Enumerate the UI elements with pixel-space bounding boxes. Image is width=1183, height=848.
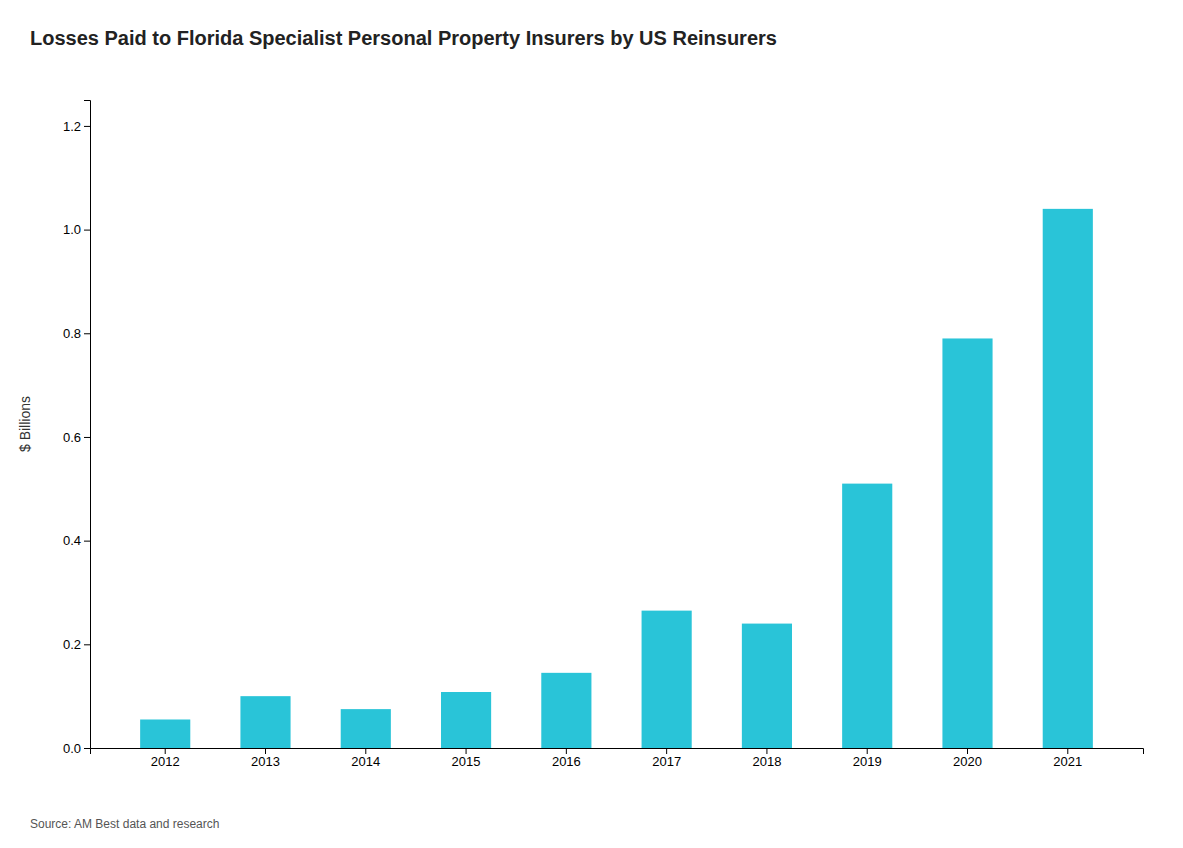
y-tick-label: 1.2 [63,119,81,134]
bar [942,338,992,748]
x-axis: 2012 2013 2014 2015 2016 2017 2018 2019 2020 2021 [91,748,1144,769]
bar [1043,209,1093,748]
bar [541,673,591,748]
title: Losses Paid to Florida Specialist Person… [30,27,777,49]
x-tick: 2015 [452,748,481,769]
x-tick: 2019 [853,748,882,769]
y-axis-title: $ Billions [17,396,33,452]
x-tick: 2017 [652,748,681,769]
y-axis-line [84,101,91,749]
x-tick-label: 2018 [752,754,781,769]
x-tick-label: 2019 [853,754,882,769]
x-tick: 2020 [953,748,982,769]
y-tick: 0.6 [63,430,90,445]
y-tick-label: 0.0 [63,741,81,756]
y-tick-label: 0.4 [63,533,81,548]
chart: Losses Paid to Florida Specialist Person… [0,0,1183,848]
y-tick-label: 1.0 [63,222,81,237]
bar [140,719,190,748]
y-tick-mark [84,333,90,334]
bar [441,692,491,748]
y-tick: 0.4 [63,533,90,548]
y-tick-mark [84,541,90,542]
x-tick-mark [165,748,166,754]
x-tick-label: 2015 [452,754,481,769]
y-tick-mark [84,230,90,231]
bar [642,611,692,748]
x-tick-mark [666,748,667,754]
bar [240,696,290,748]
x-axis-line [91,749,1144,755]
y-tick-label: 0.8 [63,326,81,341]
x-tick-label: 2016 [552,754,581,769]
y-tick-label: 0.2 [63,637,81,652]
x-tick: 2016 [552,748,581,769]
x-tick: 2012 [151,748,180,769]
bar [742,624,792,748]
y-tick-mark [84,748,90,749]
y-tick-mark [84,437,90,438]
y-tick: 0.2 [63,637,90,652]
y-tick: 0.0 [63,741,90,756]
x-tick-label: 2013 [251,754,280,769]
x-tick-label: 2012 [151,754,180,769]
y-tick-mark [84,644,90,645]
x-tick-mark [566,748,567,754]
x-tick-label: 2014 [351,754,380,769]
bars [140,209,1093,748]
y-tick: 1.0 [63,222,90,237]
x-tick-label: 2020 [953,754,982,769]
x-tick-label: 2021 [1053,754,1082,769]
x-tick-mark [365,748,366,754]
y-tick: 0.8 [63,326,90,341]
y-axis: 0.0 0.2 0.4 0.6 0.8 1.0 1.2 [63,101,91,756]
y-tick-mark [84,126,90,127]
bar [341,709,391,748]
x-tick-mark [466,748,467,754]
x-tick-mark [967,748,968,754]
source: Source: AM Best data and research [30,817,219,831]
y-tick-label: 0.6 [63,430,81,445]
plot-area: 0.00.20.40.60.81.01.22012201320142015201… [17,101,1144,770]
x-tick: 2018 [752,748,781,769]
bar [842,484,892,748]
x-tick-mark [265,748,266,754]
x-tick-mark [1067,748,1068,754]
x-tick: 2014 [351,748,380,769]
x-tick-mark [867,748,868,754]
x-tick-label: 2017 [652,754,681,769]
x-tick-mark [766,748,767,754]
y-tick: 1.2 [63,119,90,134]
x-tick: 2021 [1053,748,1082,769]
x-tick: 2013 [251,748,280,769]
